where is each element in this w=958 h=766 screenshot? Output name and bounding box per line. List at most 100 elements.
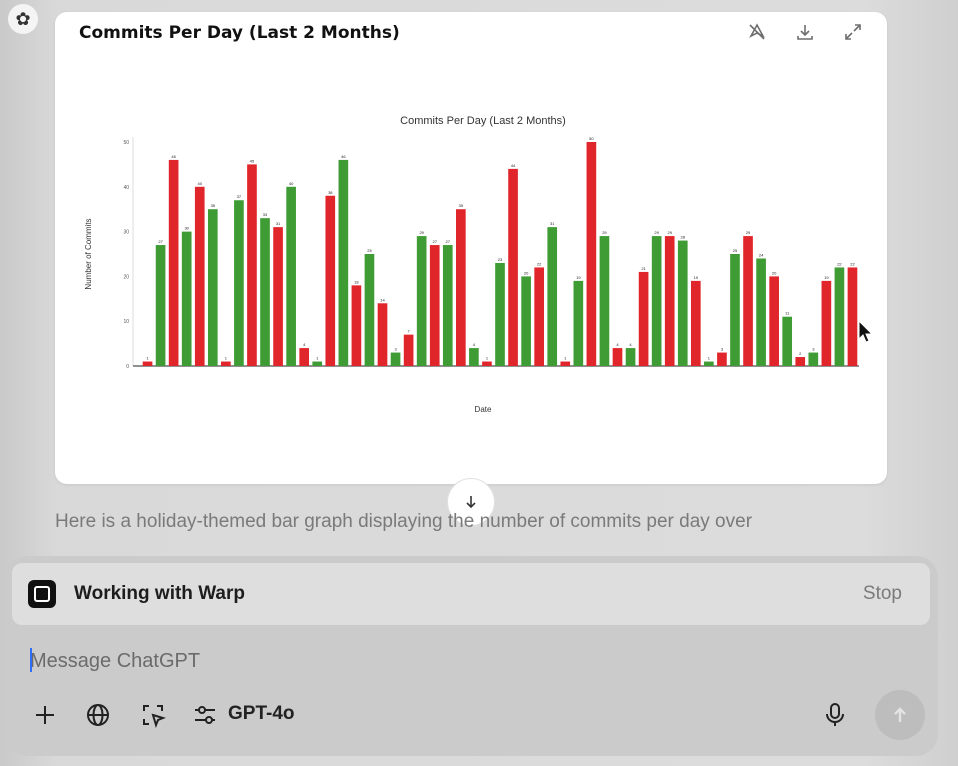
bar: [377, 303, 388, 366]
bar-value-label: 1: [146, 356, 149, 361]
bar: [338, 159, 349, 366]
bar: [403, 334, 414, 366]
bar-value-label: 50: [589, 136, 594, 141]
bar: [155, 245, 166, 366]
warp-app-icon: [28, 580, 56, 608]
bar: [508, 168, 518, 366]
y-axis-label: Number of Commits: [84, 218, 93, 289]
bar: [704, 361, 714, 366]
bar: [286, 186, 296, 366]
stop-button[interactable]: Stop: [862, 583, 902, 604]
bar: [625, 348, 636, 366]
bar: [442, 245, 453, 366]
warp-status-label: Working with Warp: [74, 583, 245, 604]
voice-input-button[interactable]: [819, 699, 851, 731]
bar: [690, 280, 701, 366]
sparkle-off-icon[interactable]: [745, 20, 769, 44]
bar-value-label: 46: [341, 154, 346, 159]
bar-value-label: 18: [354, 279, 359, 284]
bar: [821, 280, 832, 366]
bar-value-label: 3: [812, 347, 815, 352]
y-tick-label: 30: [123, 230, 129, 236]
bar: [795, 357, 806, 366]
bar-value-label: 1: [316, 356, 319, 361]
bar: [429, 245, 440, 366]
bar-value-label: 19: [824, 275, 829, 280]
bar: [325, 195, 336, 366]
bar: [260, 218, 270, 366]
globe-icon: [87, 704, 109, 726]
bar-value-label: 35: [459, 203, 464, 208]
mouse-pointer-icon: [858, 320, 874, 343]
bar-value-label: 19: [694, 275, 699, 280]
arrow-up-icon: [894, 707, 906, 722]
bar-value-label: 2: [799, 351, 802, 356]
bar: [390, 352, 401, 366]
bar: [181, 231, 192, 366]
bar: [273, 227, 283, 366]
bar: [469, 348, 479, 366]
bar: [194, 186, 205, 366]
commits-bar-chart: Commits Per Day (Last 2 Months) Number o…: [84, 115, 859, 414]
bar-value-label: 22: [537, 261, 542, 266]
bar: [495, 262, 505, 366]
bar-value-label: 29: [602, 230, 607, 235]
chart-title: Commits Per Day (Last 2 Months): [400, 115, 566, 127]
bar: [351, 285, 362, 366]
bar-value-label: 37: [237, 194, 242, 199]
model-selector[interactable]: GPT-4o: [228, 703, 295, 724]
send-button[interactable]: [875, 690, 925, 740]
bar-value-label: 38: [328, 190, 333, 195]
bar-value-label: 45: [250, 158, 255, 163]
scroll-down-button[interactable]: [447, 478, 495, 526]
expand-icon[interactable]: [841, 20, 865, 44]
bar-value-label: 29: [746, 230, 751, 235]
web-search-button[interactable]: [82, 699, 114, 731]
bar-value-label: 4: [303, 342, 306, 347]
bar-value-label: 4: [629, 342, 632, 347]
bar-value-label: 46: [171, 154, 176, 159]
bar-value-label: 44: [511, 163, 516, 168]
bar-value-label: 25: [367, 248, 372, 253]
bar-value-label: 27: [158, 239, 163, 244]
bar-value-label: 40: [198, 181, 203, 186]
bar: [677, 240, 688, 366]
openai-logo-icon: ✿: [8, 4, 38, 34]
bar: [234, 200, 244, 366]
tools-button[interactable]: [189, 699, 221, 731]
bar-value-label: 7: [408, 329, 411, 334]
sliders-icon: [195, 706, 215, 724]
chart-card: Commits Per Day (Last 2 Months) Commits …: [55, 12, 887, 484]
x-axis-label: Date: [475, 405, 492, 414]
add-attachment-button[interactable]: [29, 699, 61, 731]
bar-value-label: 23: [498, 257, 503, 262]
bar: [416, 236, 427, 366]
select-area-button[interactable]: [137, 699, 169, 731]
chart-card-actions: [745, 20, 865, 44]
bar: [168, 159, 179, 366]
bar-value-label: 40: [289, 181, 294, 186]
warp-status-bar: Working with Warp Stop: [12, 563, 930, 625]
bar: [573, 280, 584, 366]
bar-value-label: 3: [721, 347, 724, 352]
bar-value-label: 24: [759, 252, 764, 257]
bar-value-label: 35: [211, 203, 216, 208]
bar-value-label: 1: [564, 356, 567, 361]
bar-value-label: 1: [708, 356, 711, 361]
bar: [364, 254, 375, 366]
bar: [612, 348, 623, 366]
bar: [534, 267, 544, 366]
bar: [482, 361, 492, 366]
bar: [651, 236, 662, 366]
bar: [808, 352, 819, 366]
message-input[interactable]: [28, 645, 632, 677]
y-tick-label: 10: [123, 319, 129, 325]
bar: [769, 276, 779, 366]
bar-value-label: 27: [433, 239, 438, 244]
bar-value-label: 20: [524, 270, 529, 275]
bar: [717, 352, 727, 366]
y-tick-label: 50: [123, 140, 129, 146]
download-icon[interactable]: [793, 20, 817, 44]
bar-value-label: 30: [184, 226, 189, 231]
bar-value-label: 29: [667, 230, 672, 235]
